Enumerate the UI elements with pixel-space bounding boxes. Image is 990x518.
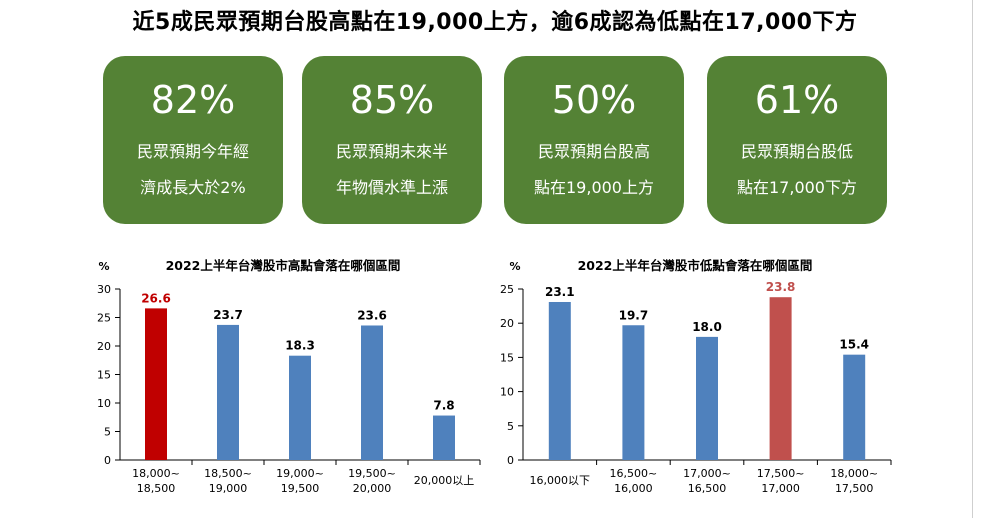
stat-value: 82% bbox=[150, 78, 236, 122]
data-label: 23.8 bbox=[766, 280, 796, 294]
data-label: 23.6 bbox=[357, 308, 387, 322]
stat-label-line2: 點在19,000上方 bbox=[534, 178, 654, 197]
page-headline: 近5成民眾預期台股高點在19,000上方，逾6成認為低點在17,000下方 bbox=[132, 10, 858, 35]
x-tick-label: 16,500~ bbox=[610, 467, 658, 480]
bar bbox=[843, 354, 866, 460]
stat-label-line1: 民眾預期未來半 bbox=[335, 142, 448, 161]
high-point-bar-chart: 2022上半年台灣股市高點會落在哪個區間% 0 5 10 15 20 25 30 26.6 18,… bbox=[97, 258, 481, 495]
y-tick-label: 0 bbox=[104, 454, 111, 467]
y-tick-label: 5 bbox=[507, 420, 514, 433]
x-tick-label: 18,000~ bbox=[132, 467, 180, 480]
bar bbox=[769, 297, 792, 460]
y-tick-label: 10 bbox=[97, 397, 111, 410]
y-tick-label: 30 bbox=[97, 283, 111, 296]
y-tick-label: 15 bbox=[97, 369, 111, 382]
y-tick-label: 20 bbox=[500, 317, 514, 330]
page-right-border bbox=[972, 0, 973, 518]
y-axis-unit: % bbox=[509, 260, 520, 273]
low-point-bar-chart: 2022上半年台灣股市低點會落在哪個區間% 0 5 10 15 20 25 23.1 16,00… bbox=[500, 258, 892, 495]
y-tick-label: 20 bbox=[97, 340, 111, 353]
x-tick-label: 17,000~ bbox=[683, 467, 731, 480]
data-label: 18.0 bbox=[692, 320, 722, 334]
stat-label-line2: 點在17,000下方 bbox=[737, 178, 857, 197]
stat-label-line2: 濟成長大於2% bbox=[140, 178, 246, 197]
x-tick-label: 19,000~ bbox=[276, 467, 324, 480]
bar bbox=[217, 324, 239, 460]
y-tick-label: 10 bbox=[500, 386, 514, 399]
x-tick-label: 16,500 bbox=[688, 482, 727, 495]
bar bbox=[696, 336, 718, 460]
bar bbox=[622, 325, 645, 460]
data-label: 26.6 bbox=[141, 291, 171, 305]
x-tick-label: 20,000以上 bbox=[414, 474, 475, 487]
x-tick-label: 20,000 bbox=[353, 482, 392, 495]
x-tick-label: 18,000~ bbox=[830, 467, 878, 480]
data-label: 19.7 bbox=[619, 308, 649, 322]
chart-title: 2022上半年台灣股市高點會落在哪個區間 bbox=[166, 258, 401, 273]
data-label: 23.1 bbox=[545, 285, 575, 299]
data-label: 7.8 bbox=[433, 399, 454, 413]
data-label: 18.3 bbox=[285, 339, 315, 353]
stat-value: 61% bbox=[754, 78, 840, 122]
stat-value: 85% bbox=[349, 78, 435, 122]
x-tick-label: 17,500~ bbox=[757, 467, 805, 480]
stat-label-line1: 民眾預期今年經 bbox=[136, 142, 249, 161]
stat-value: 50% bbox=[551, 78, 637, 122]
x-tick-label: 19,000 bbox=[209, 482, 248, 495]
stat-card-economy: 82% 民眾預期今年經 濟成長大於2% bbox=[103, 56, 283, 224]
y-tick-label: 25 bbox=[97, 312, 111, 325]
chart-title: 2022上半年台灣股市低點會落在哪個區間 bbox=[578, 258, 813, 273]
x-tick-label: 18,500 bbox=[137, 482, 176, 495]
stat-label-line1: 民眾預期台股低 bbox=[740, 142, 853, 161]
x-tick-label: 17,000 bbox=[761, 482, 800, 495]
stat-label-line1: 民眾預期台股高 bbox=[537, 142, 650, 161]
y-tick-label: 15 bbox=[500, 351, 514, 364]
y-axis-unit: % bbox=[98, 260, 109, 273]
x-tick-label: 19,500~ bbox=[348, 467, 396, 480]
stat-card-prices: 85% 民眾預期未來半 年物價水準上漲 bbox=[302, 56, 482, 224]
bar bbox=[433, 415, 455, 460]
x-tick-label: 17,500 bbox=[835, 482, 874, 495]
x-tick-label: 16,000 bbox=[614, 482, 653, 495]
bar bbox=[548, 301, 571, 460]
x-tick-label: 16,000以下 bbox=[530, 474, 591, 487]
y-tick-label: 0 bbox=[507, 454, 514, 467]
bar bbox=[145, 308, 167, 460]
stat-card-stock-high: 50% 民眾預期台股高 點在19,000上方 bbox=[504, 56, 684, 224]
stat-label-line2: 年物價水準上漲 bbox=[335, 178, 448, 197]
data-label: 23.7 bbox=[213, 308, 243, 322]
bar bbox=[289, 355, 311, 460]
data-label: 15.4 bbox=[839, 338, 869, 352]
stat-card-stock-low: 61% 民眾預期台股低 點在17,000下方 bbox=[707, 56, 887, 224]
y-tick-label: 25 bbox=[500, 283, 514, 296]
y-tick-label: 5 bbox=[104, 426, 111, 439]
x-tick-label: 19,500 bbox=[281, 482, 320, 495]
bar bbox=[361, 325, 383, 460]
x-tick-label: 18,500~ bbox=[204, 467, 252, 480]
